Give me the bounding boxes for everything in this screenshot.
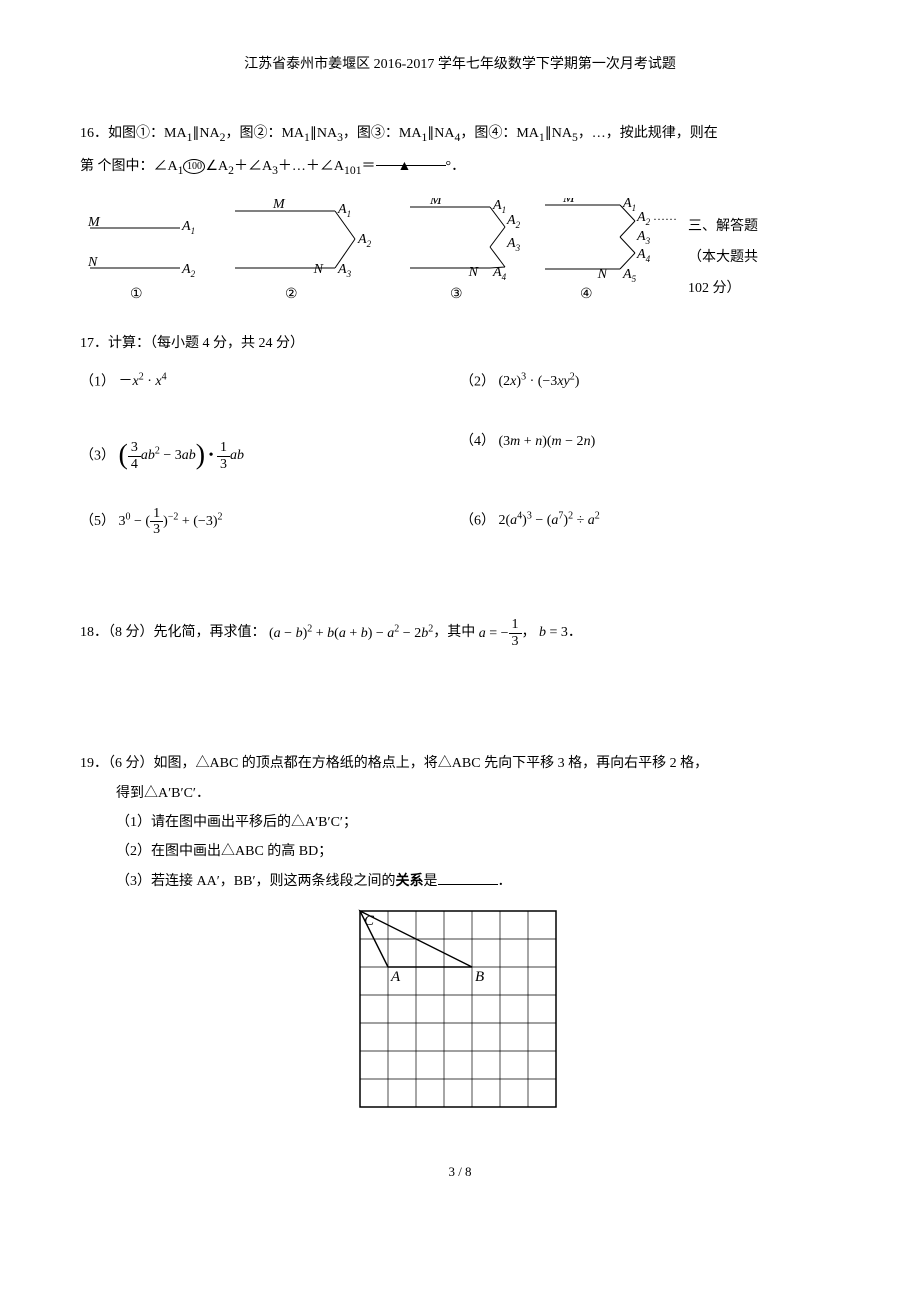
blank-fill: ▲	[376, 151, 446, 166]
svg-text:A2: A2	[357, 232, 372, 249]
q16-line1: 16．如图①：MA1∥NA2，图②：MA1∥NA3，图③：MA1∥NA4，图④：…	[80, 119, 840, 150]
svg-text:N: N	[597, 267, 608, 282]
svg-text:M: M	[272, 198, 286, 212]
svg-text:A3: A3	[636, 229, 651, 246]
q17-p5-expr: 30 − (13)−2 + (−3)2	[119, 514, 223, 529]
q16-text: ∥NA	[310, 126, 337, 141]
q19-p3: （3）若连接 AA′，BB′，则这两条线段之间的关系是 ．	[80, 867, 840, 896]
q17-p3-label: （3）	[80, 448, 115, 463]
svg-text:A3: A3	[337, 262, 352, 279]
svg-text:③: ③	[450, 285, 463, 301]
svg-text:B: B	[475, 969, 484, 985]
svg-text:N: N	[468, 265, 479, 280]
svg-text:A5: A5	[622, 267, 637, 284]
label-A1: A1	[181, 219, 195, 236]
circle-1: ①	[130, 285, 143, 301]
q17-p5-label: （5）	[80, 514, 115, 529]
q16-text: ＋∠A	[234, 159, 272, 174]
dots: ……	[653, 209, 677, 223]
svg-text:④: ④	[580, 285, 593, 301]
q17-p6-label: （6）	[460, 513, 495, 528]
svg-text:A4: A4	[492, 265, 507, 282]
q19-grid: C A B	[355, 906, 565, 1116]
q18-a: a = −13	[479, 626, 522, 641]
q16-text: ，图②：MA	[225, 126, 304, 141]
svg-text:A2: A2	[636, 210, 651, 227]
svg-text:N: N	[313, 262, 324, 277]
circle-100: 100	[183, 159, 205, 174]
q16-text: °．	[446, 159, 466, 174]
q19-line1: 19．（6 分）如图，△ABC 的顶点都在方格纸的格点上，将△ABC 先向下平移…	[80, 749, 840, 778]
svg-text:M: M	[562, 198, 576, 206]
q19-p3a: （3）若连接 AA′，BB′，则这两条线段之间的	[116, 874, 396, 889]
q19-p1: （1）请在图中画出平移后的△A′B′C′；	[80, 808, 840, 837]
label-M: M	[87, 215, 101, 230]
triangle-icon: ▲	[398, 157, 412, 173]
svg-text:A1: A1	[622, 198, 636, 213]
svg-text:②: ②	[285, 285, 298, 301]
q16-text: ，图③：MA	[343, 126, 422, 141]
q16-text: ∥NA	[427, 126, 454, 141]
q19-p3c: ．	[498, 874, 512, 889]
q16-text: ∠A	[205, 159, 228, 174]
q16-text: ＝	[362, 159, 376, 174]
section-3-title: 三、解答题 （本大题共 102 分）	[688, 212, 758, 304]
q18-expr: (a − b)2 + b(a + b) − a2 − 2b2	[269, 626, 433, 641]
svg-text:M: M	[429, 198, 443, 208]
page-footer: 3 / 8	[80, 1158, 840, 1185]
q18-end: ．	[568, 626, 582, 641]
q17-p3-expr: (34ab2 − 3ab) • 13ab	[119, 448, 244, 463]
q18-comma: ，	[522, 626, 536, 641]
label-N: N	[87, 255, 98, 270]
svg-text:A: A	[390, 969, 401, 985]
q17-row2: （3） (34ab2 − 3ab) • 13ab （4） (3m + n)(m …	[80, 427, 840, 486]
q16-text: ，…，按此规律，则在	[578, 126, 718, 141]
q18-prefix: 18．（8 分）先化简，再求值：	[80, 626, 266, 641]
q18-b: b = 3	[539, 626, 568, 641]
q19-grid-container: C A B	[80, 906, 840, 1127]
q19-p3b: 是	[424, 874, 438, 889]
side-line: 三、解答题	[688, 212, 758, 243]
sub: 101	[344, 163, 361, 176]
q16-text: ∥NA	[545, 126, 572, 141]
q16-text: 16．如图①：MA	[80, 126, 187, 141]
q17-p2-expr: (2x)3 · (−3xy2)	[499, 374, 580, 389]
q18: 18．（8 分）先化简，再求值： (a − b)2 + b(a + b) − a…	[80, 617, 840, 649]
q16-text: ＋…＋∠A	[278, 159, 344, 174]
q17-title: 17．计算：（每小题 4 分，共 24 分）	[80, 329, 840, 358]
q17-row1: （1） －x2 · x4 （2） (2x)3 · (−3xy2)	[80, 367, 840, 397]
svg-text:A4: A4	[636, 247, 651, 264]
q17-p4-expr: (3m + n)(m − 2n)	[499, 434, 596, 449]
q16-text: 第 个图中：∠A	[80, 159, 178, 174]
q19-line2: 得到△A′B′C′．	[80, 779, 840, 808]
q17-p2-label: （2）	[460, 374, 495, 389]
q17-p1-label: （1）	[80, 374, 115, 389]
q16-diagram-row: M A1 N A2 ① M A1 A2 A3 N ②	[80, 198, 840, 319]
blank-fill	[438, 870, 498, 885]
svg-text:A1: A1	[492, 198, 506, 215]
svg-text:A3: A3	[506, 236, 521, 253]
page-header: 江苏省泰州市姜堰区 2016-2017 学年七年级数学下学期第一次月考试题	[80, 50, 840, 79]
q17-row3: （5） 30 − (13)−2 + (−3)2 （6） 2(a4)3 − (a7…	[80, 506, 840, 538]
svg-text:A1: A1	[337, 202, 351, 219]
q17-p4-label: （4）	[460, 434, 495, 449]
q19-p3bold: 关系	[396, 874, 424, 889]
svg-text:C: C	[364, 913, 375, 929]
label-A2: A2	[181, 262, 196, 279]
q16-text: ，图④：MA	[460, 126, 539, 141]
diagram-svg: M A1 N A2 ① M A1 A2 A3 N ②	[80, 198, 680, 319]
side-line: 102 分）	[688, 274, 758, 305]
q18-mid: ，其中	[433, 626, 475, 641]
svg-text:A2: A2	[506, 213, 521, 230]
side-line: （本大题共	[688, 243, 758, 274]
pattern-diagram: M A1 N A2 ① M A1 A2 A3 N ②	[80, 198, 680, 308]
q16-line2: 第 个图中：∠A1100∠A2＋∠A3＋…＋∠A101＝▲°．	[80, 151, 840, 183]
q17-p6-expr: 2(a4)3 − (a7)2 ÷ a2	[499, 513, 600, 528]
q19-p2: （2）在图中画出△ABC 的高 BD；	[80, 837, 840, 866]
q16-text: ∥NA	[192, 126, 219, 141]
q17-p1-expr: －x2 · x4	[119, 374, 167, 389]
